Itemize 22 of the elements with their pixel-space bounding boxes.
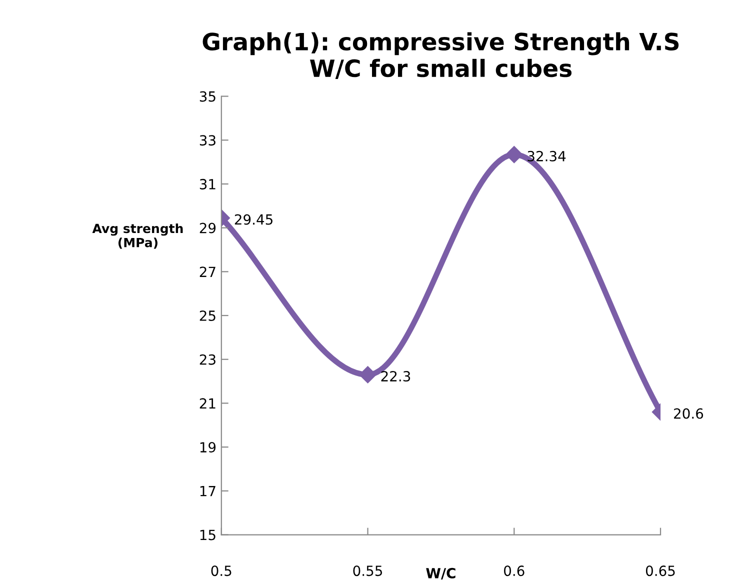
y-tick-label: 33 xyxy=(200,135,216,146)
y-tick-label: 19 xyxy=(200,442,216,453)
y-tick-label: 15 xyxy=(200,530,216,540)
x-axis-title: W/C xyxy=(426,568,456,580)
x-tick-label: 0.65 xyxy=(646,566,675,576)
y-tick-label: 35 xyxy=(200,91,216,102)
y-tick-label: 23 xyxy=(200,354,216,365)
data-label: 20.6 xyxy=(674,408,704,419)
y-tick-label: 17 xyxy=(200,486,216,496)
x-tick-label: 0.6 xyxy=(504,566,524,576)
y-axis-title: Avg strength (MPa) xyxy=(92,223,183,249)
data-label: 22.3 xyxy=(381,371,410,382)
y-tick-label: 29 xyxy=(200,222,216,234)
y-tick-label: 31 xyxy=(200,178,216,190)
x-tick-label: 0.55 xyxy=(353,566,382,576)
data-label: 29.45 xyxy=(234,214,272,225)
x-tick-label: 0.5 xyxy=(211,566,232,576)
y-tick-label: 27 xyxy=(200,266,216,277)
data-label: 32.34 xyxy=(528,150,566,162)
chart-title: Graph(1): compressive Strength V.S W/C for small cubes xyxy=(202,32,679,80)
y-tick-label: 25 xyxy=(200,310,216,321)
y-tick-label: 21 xyxy=(200,398,216,408)
